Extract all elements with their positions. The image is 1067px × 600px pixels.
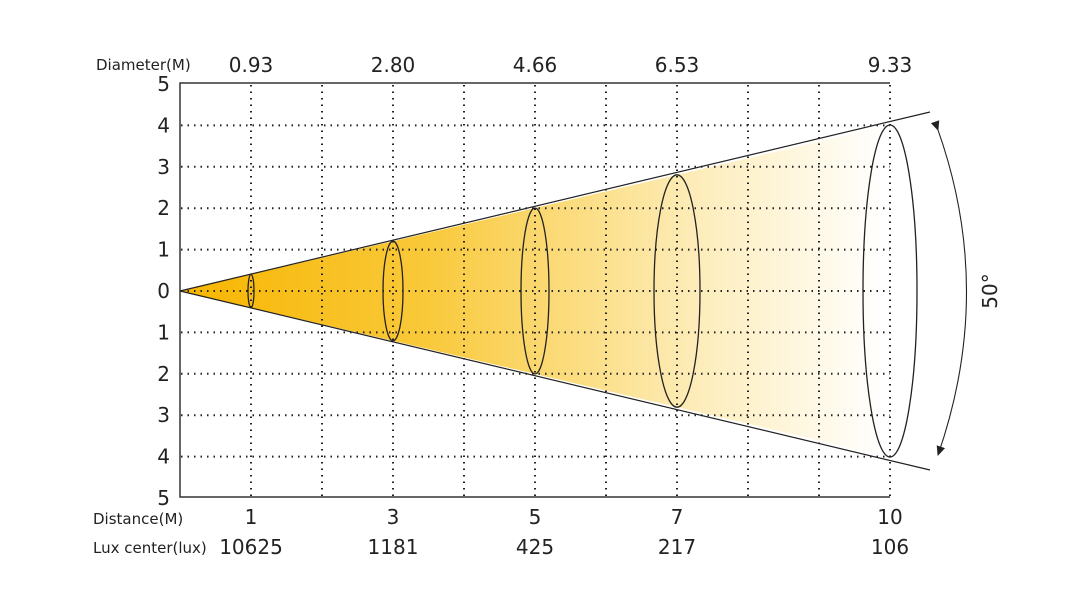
beam-edge-top: [179, 111, 931, 292]
diameter-value: 2.80: [371, 53, 416, 77]
y-tick-label: 1: [157, 320, 170, 344]
y-tick-label: 3: [157, 403, 170, 427]
diameter-value: 0.93: [229, 53, 274, 77]
diameter-label: Diameter(M): [96, 56, 191, 74]
beam-section-ellipse: [653, 174, 701, 408]
distance-value: 3: [387, 505, 400, 529]
lux-value: 10625: [219, 535, 283, 559]
y-tick-label: 1: [157, 238, 170, 262]
y-tick-label: 3: [157, 155, 170, 179]
distance-value: 10: [877, 505, 902, 529]
beam-edge-bottom: [179, 290, 931, 471]
y-tick-label: 4: [157, 445, 170, 469]
distance-value: 5: [529, 505, 542, 529]
lux-value: 106: [871, 535, 909, 559]
angle-arc-arrow: [930, 120, 967, 457]
beam-section-ellipse: [520, 207, 550, 375]
y-tick-label: 5: [157, 72, 170, 96]
beam-section-ellipse: [862, 124, 918, 458]
diameter-value: 9.33: [868, 53, 913, 77]
beam-section-ellipse: [247, 273, 255, 309]
diameter-value: 6.53: [655, 53, 700, 77]
lux-value: 1181: [368, 535, 419, 559]
y-tick-label: 2: [157, 196, 170, 220]
diameter-value: 4.66: [513, 53, 558, 77]
beam-angle-label: 50°: [978, 273, 1002, 308]
distance-value: 1: [245, 505, 258, 529]
y-tick-label: 2: [157, 362, 170, 386]
y-tick-label: 4: [157, 113, 170, 137]
distance-value: 7: [671, 505, 684, 529]
lux-label: Lux center(lux): [93, 539, 207, 557]
y-tick-label: 0: [157, 279, 170, 303]
axis-frame: [179, 82, 890, 498]
y-tick-label: 5: [157, 486, 170, 510]
grid: [181, 85, 891, 496]
beam-section-ellipse: [382, 240, 404, 342]
lux-value: 217: [658, 535, 696, 559]
lux-value: 425: [516, 535, 554, 559]
beam-cone: [180, 125, 890, 457]
distance-label: Distance(M): [93, 510, 183, 528]
